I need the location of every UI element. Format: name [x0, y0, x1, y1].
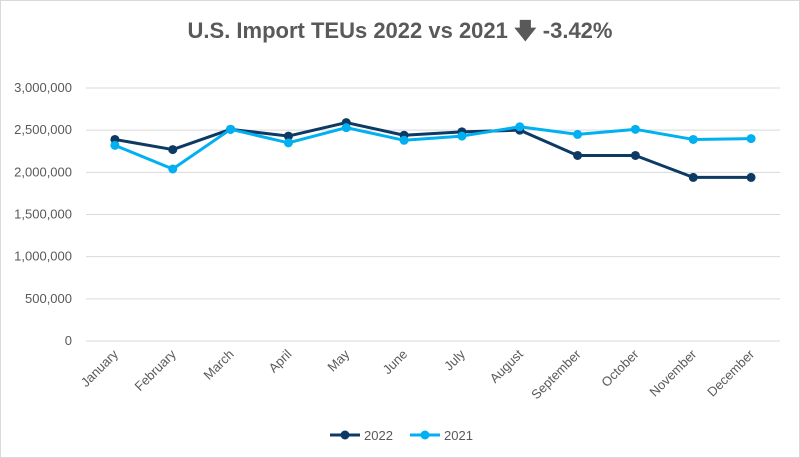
- data-point-2022: [688, 172, 698, 182]
- data-point-2021: [168, 164, 178, 174]
- series-line-2022: [114, 121, 752, 179]
- data-point-2021: [341, 123, 351, 133]
- data-point-2021: [226, 124, 236, 134]
- data-point-2022: [168, 145, 178, 155]
- title-change: -3.42%: [542, 18, 613, 43]
- legend-marker-2021: [420, 430, 430, 440]
- data-point-2021: [283, 138, 293, 148]
- x-tick-label: March: [201, 347, 237, 383]
- x-tick-label: July: [441, 346, 468, 373]
- x-tick-label: December: [704, 346, 757, 399]
- legend-label-2022: 2022: [364, 428, 393, 443]
- data-point-2021: [457, 131, 467, 141]
- data-point-2021: [746, 134, 756, 144]
- y-tick-label: 1,500,000: [14, 207, 72, 222]
- x-tick-label: May: [324, 346, 352, 374]
- data-point-2021: [688, 134, 698, 144]
- legend-label-2021: 2021: [444, 428, 473, 443]
- data-point-2021: [399, 135, 409, 145]
- x-tick-label: January: [78, 346, 122, 390]
- y-tick-label: 500,000: [25, 291, 72, 306]
- arrow-down-icon: 🡇: [514, 18, 537, 43]
- y-tick-label: 1,000,000: [14, 249, 72, 264]
- data-point-2021: [630, 124, 640, 134]
- y-tick-label: 2,000,000: [14, 164, 72, 179]
- legend-marker-2022: [340, 430, 350, 440]
- x-tick-label: September: [528, 346, 584, 402]
- y-tick-label: 2,500,000: [14, 122, 72, 137]
- x-tick-label: November: [646, 346, 699, 399]
- data-point-2022: [283, 131, 293, 141]
- x-tick-label: June: [380, 347, 411, 378]
- data-point-2022: [630, 150, 640, 160]
- title-text: U.S. Import TEUs 2022 vs 2021: [187, 18, 508, 43]
- series-line-2021: [114, 125, 752, 171]
- x-tick-label: August: [487, 346, 526, 385]
- data-point-2022: [573, 150, 583, 160]
- data-point-2021: [515, 122, 525, 132]
- x-tick-label: April: [266, 346, 295, 375]
- data-point-2021: [110, 140, 120, 150]
- data-point-2022: [746, 172, 756, 182]
- x-tick-label: October: [598, 346, 642, 390]
- y-tick-label: 0: [65, 333, 72, 348]
- y-tick-label: 3,000,000: [14, 80, 72, 95]
- data-point-2021: [573, 129, 583, 139]
- chart-title: U.S. Import TEUs 2022 vs 2021 🡇 -3.42%: [0, 14, 800, 52]
- x-tick-label: February: [131, 346, 179, 394]
